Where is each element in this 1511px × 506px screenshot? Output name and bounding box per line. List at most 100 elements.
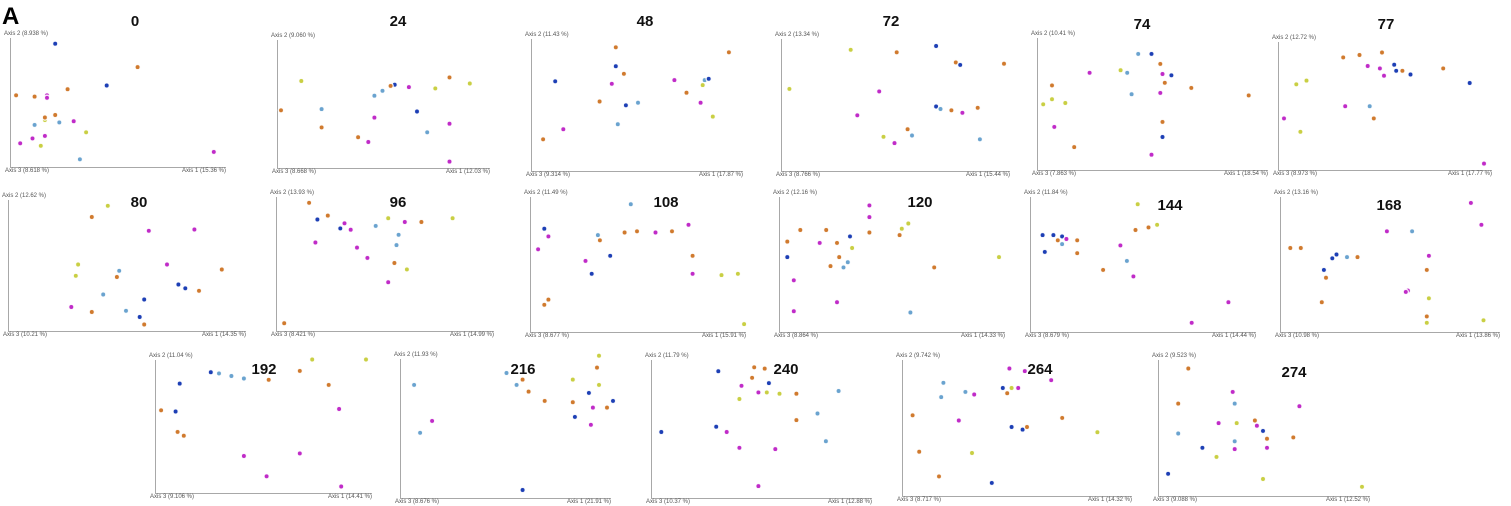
data-point-magenta (163, 261, 171, 268)
data-point-blue (932, 42, 940, 50)
data-point-orange (748, 374, 756, 382)
data-point-blue (103, 82, 110, 89)
data-point-lightblue (513, 381, 520, 389)
data-point-orange (1188, 84, 1195, 92)
data-point-orange (545, 296, 552, 303)
data-point-magenta (1478, 221, 1485, 229)
data-point-orange (1245, 92, 1252, 99)
data-point-orange (265, 376, 272, 384)
x-axis-label: Axis 1 (14.99 %) (450, 332, 494, 338)
data-point-orange (134, 63, 141, 71)
scatter-panel-48: Axis 2 (11.43 %) Axis 3 (9.314 %) Axis 1 (… (525, 13, 743, 178)
data-point-yellow (449, 214, 456, 222)
data-point-orange (896, 231, 903, 239)
data-point-lightblue (1134, 50, 1142, 58)
data-point-yellow (384, 214, 392, 222)
data-point-magenta (589, 404, 597, 411)
data-point-blue (956, 61, 964, 69)
data-point-blue (1466, 79, 1473, 87)
data-point-lightblue (122, 307, 130, 315)
data-point-orange (1378, 49, 1386, 56)
data-point-yellow (880, 133, 887, 141)
data-point-yellow (595, 381, 603, 389)
data-point-lightblue (1231, 438, 1238, 445)
data-point-yellow (699, 81, 706, 89)
data-point-orange (1322, 274, 1330, 281)
x-axis-label: Axis 1 (14.32 %) (1088, 497, 1132, 503)
data-point-lightblue (318, 105, 325, 113)
data-point-magenta (652, 229, 659, 236)
data-point-orange (51, 111, 59, 119)
data-point-blue (588, 270, 595, 278)
y-axis-label: Axis 2 (8.938 %) (4, 31, 48, 37)
data-point-orange (180, 432, 188, 439)
data-point-lightblue (634, 99, 642, 106)
data-point-magenta (534, 246, 542, 253)
data-point-yellow (1153, 221, 1161, 229)
data-point-orange (866, 229, 873, 236)
data-point-blue (712, 423, 720, 430)
data-point-magenta (191, 226, 198, 233)
data-point-magenta (16, 140, 24, 147)
data-point-orange (174, 428, 181, 436)
data-point-magenta (1225, 298, 1232, 306)
data-point-blue (988, 479, 996, 487)
y-axis-label: Axis 2 (11.49 %) (524, 190, 568, 196)
scatter-panel-216: Axis 2 (11.93 %) Axis 3 (8.676 %) Axis 1 (… (394, 352, 617, 505)
z-axis-label: Axis 3 (8.676 %) (395, 499, 439, 505)
data-point-lightblue (1366, 102, 1373, 110)
data-point-magenta (1280, 115, 1288, 122)
data-point-yellow (995, 253, 1003, 261)
data-point-lightblue (907, 309, 914, 316)
data-point-lightblue (395, 231, 402, 239)
data-point-orange (1439, 65, 1447, 72)
data-point-yellow (734, 270, 742, 278)
y-axis-label: Axis 2 (12.62 %) (2, 193, 46, 199)
data-point-blue (1039, 231, 1046, 239)
data-point-magenta (685, 221, 692, 229)
data-point-lightblue (594, 231, 602, 239)
data-point-yellow (82, 129, 90, 136)
data-point-yellow (466, 80, 474, 87)
data-point-yellow (1303, 77, 1310, 84)
data-point-yellow (1213, 453, 1220, 461)
chart-title: 216 (510, 361, 535, 378)
data-point-lightblue (76, 156, 84, 163)
data-point-orange (277, 107, 285, 114)
z-axis-label: Axis 3 (8.421 %) (271, 332, 315, 338)
data-point-yellow (1062, 99, 1069, 107)
data-point-magenta (1086, 69, 1093, 77)
data-point-magenta (689, 270, 696, 278)
y-axis-label: Axis 2 (11.43 %) (525, 32, 569, 38)
data-point-yellow (968, 449, 976, 457)
data-point-magenta (428, 417, 436, 425)
data-point-orange (1354, 253, 1361, 261)
data-point-lightblue (416, 429, 424, 437)
data-point-lightblue (240, 375, 248, 382)
data-point-orange (140, 321, 148, 328)
y-axis-label: Axis 2 (11.93 %) (394, 352, 438, 358)
data-point-magenta (1263, 444, 1271, 452)
data-point-magenta (608, 80, 616, 88)
data-point-blue (1199, 444, 1206, 452)
x-axis-label: Axis 1 (15.91 %) (702, 333, 746, 339)
data-point-magenta (70, 117, 77, 125)
data-point-yellow (1048, 95, 1056, 103)
data-point-magenta (1014, 384, 1022, 392)
data-point-blue (551, 78, 559, 85)
data-point-orange (1399, 67, 1406, 75)
chart-title: 96 (390, 194, 407, 211)
chart-title: 274 (1281, 364, 1307, 381)
data-point-magenta (545, 233, 552, 240)
data-point-blue (765, 379, 773, 387)
data-point-magenta (959, 109, 966, 117)
data-point-magenta (866, 213, 873, 221)
data-point-lightblue (1123, 257, 1131, 265)
data-point-magenta (560, 125, 567, 133)
data-point-blue (658, 428, 665, 436)
data-point-blue (175, 281, 182, 288)
data-point-lightblue (937, 105, 944, 113)
data-point-magenta (364, 254, 371, 262)
data-point-blue (705, 75, 712, 83)
